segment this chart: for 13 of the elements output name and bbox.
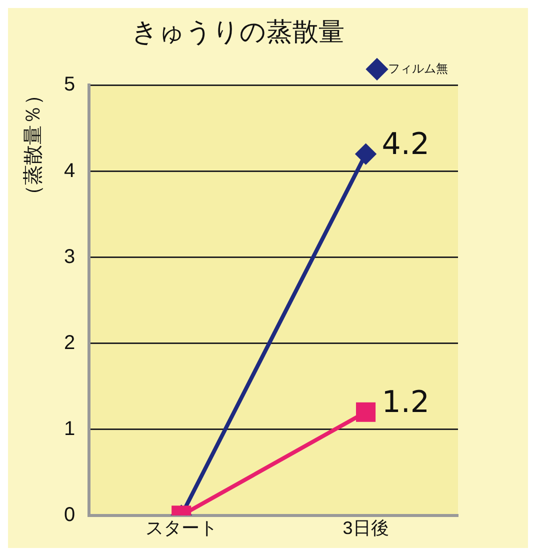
- y-tick-label: 2: [64, 332, 76, 354]
- data-label: 4.2: [382, 126, 430, 162]
- y-tick-label: 0: [64, 504, 76, 526]
- y-tick-label: 3: [64, 246, 76, 268]
- y-tick-label: 5: [64, 74, 76, 96]
- data-label: 1.2: [382, 384, 430, 420]
- x-tick-label: スタート: [145, 518, 218, 538]
- legend-label: フィルム無: [388, 62, 448, 76]
- y-tick-label: 4: [64, 160, 76, 182]
- chart-title: きゅうりの蒸散量: [132, 17, 344, 48]
- y-axis-title: （蒸散量％）: [22, 85, 45, 206]
- y-tick-label: 1: [64, 418, 76, 440]
- x-tick-label: 3日後: [342, 518, 389, 538]
